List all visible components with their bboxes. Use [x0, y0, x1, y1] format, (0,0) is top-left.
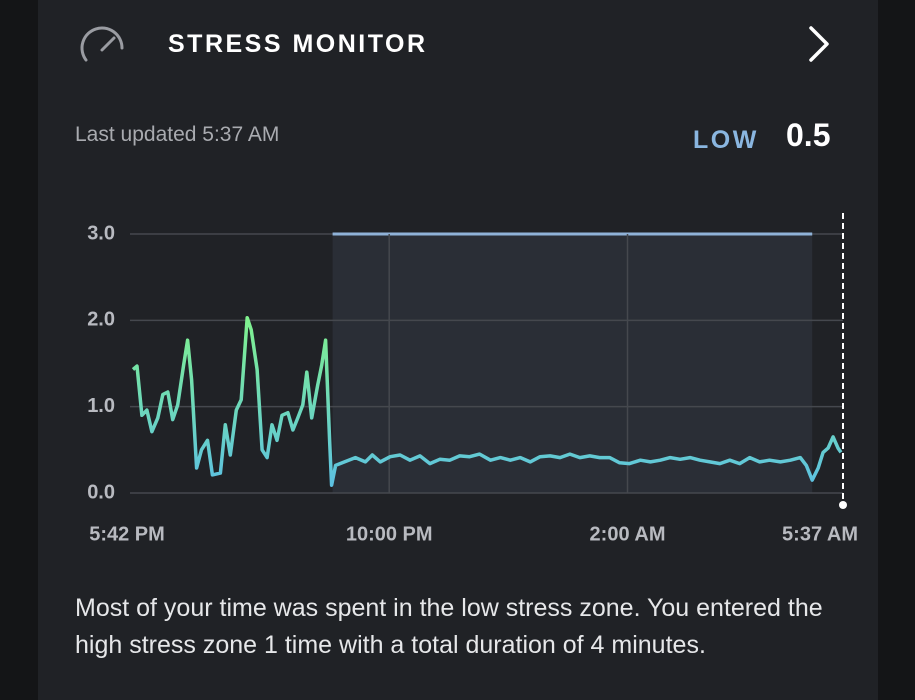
current-time-dot	[839, 501, 847, 509]
stress-level: LOW	[693, 126, 759, 154]
y-tick-label: 0.0	[87, 481, 115, 503]
sleep-band	[332, 234, 813, 493]
y-tick-label: 1.0	[87, 395, 115, 417]
stress-value: 0.5	[786, 117, 831, 153]
x-tick-label: 10:00 PM	[346, 523, 433, 545]
stress-line	[131, 315, 843, 487]
moon-icon	[557, 176, 587, 208]
chevron-button[interactable]	[809, 26, 829, 62]
x-tick-label: 5:37 AM	[782, 523, 858, 545]
y-tick-label: 2.0	[87, 309, 115, 331]
x-tick-label: 5:42 PM	[89, 523, 165, 545]
last-updated: Last updated 5:37 AM	[75, 123, 280, 146]
x-tick-label: 2:00 AM	[590, 523, 666, 545]
title: STRESS MONITOR	[168, 30, 428, 58]
gauge-icon	[80, 26, 124, 62]
y-tick-label: 3.0	[87, 222, 115, 244]
summary: Most of your time was spent in the low s…	[75, 594, 823, 659]
